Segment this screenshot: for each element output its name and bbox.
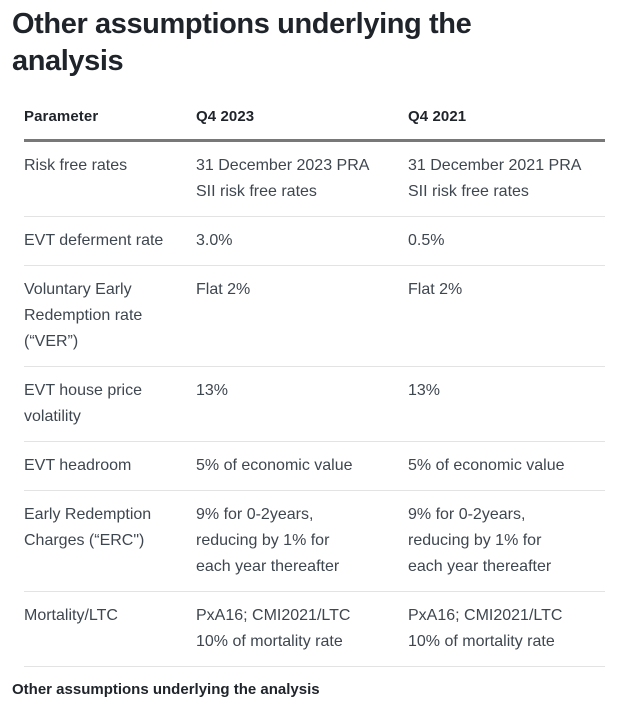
q4-2021-cell: 5% of economic value [408,441,605,491]
q4-2021-cell: 13% [408,366,605,442]
q4-2023-cell: 9% for 0-2years, reducing by 1% for each… [196,490,408,592]
table-row-evt-deferment-rate: EVT deferment rate 3.0% 0.5% [24,216,605,266]
q4-2023-cell: 13% [196,366,408,442]
page-title: Other assumptions underlying the analysi… [12,8,472,77]
q4-2023-cell: 31 December 2023 PRA SII risk free rates [196,140,408,217]
q4-2023-cell: Flat 2% [196,265,408,367]
table-row-early-redemption-charges: Early Redemption Charges (“ERC") 9% for … [24,490,605,592]
column-header-q4-2021: Q4 2021 [408,92,605,142]
table-row-mortality-ltc: Mortality/LTC PxA16; CMI2021/LTC 10% of … [24,591,605,667]
q4-2023-cell: 5% of economic value [196,441,408,491]
table-row-voluntary-early-redemption: Voluntary Early Redemption rate (“VER”) … [24,265,605,367]
parameter-cell: Voluntary Early Redemption rate (“VER”) [24,265,196,367]
q4-2023-cell: PxA16; CMI2021/LTC 10% of mortality rate [196,591,408,667]
q4-2021-cell: PxA16; CMI2021/LTC 10% of mortality rate [408,591,605,667]
parameter-cell: EVT house price volatility [24,366,196,442]
table-row-evt-headroom: EVT headroom 5% of economic value 5% of … [24,441,605,491]
parameter-cell: Early Redemption Charges (“ERC") [24,490,196,592]
parameter-cell: Mortality/LTC [24,591,196,667]
parameter-cell: EVT deferment rate [24,216,196,266]
parameter-cell: Risk free rates [24,140,196,217]
assumptions-table: Parameter Q4 2023 Q4 2021 Risk free rate… [24,92,605,667]
column-header-parameter: Parameter [24,92,196,142]
table-caption: Other assumptions underlying the analysi… [12,681,320,698]
table-header-row: Parameter Q4 2023 Q4 2021 [24,92,605,142]
q4-2021-cell: 31 December 2021 PRA SII risk free rates [408,140,605,217]
q4-2023-cell: 3.0% [196,216,408,266]
column-header-q4-2023: Q4 2023 [196,92,408,142]
table-row-evt-house-price-volatility: EVT house price volatility 13% 13% [24,366,605,442]
q4-2021-cell: 9% for 0-2years, reducing by 1% for each… [408,490,605,592]
table-row-risk-free-rates: Risk free rates 31 December 2023 PRA SII… [24,140,605,217]
parameter-cell: EVT headroom [24,441,196,491]
q4-2021-cell: Flat 2% [408,265,605,367]
q4-2021-cell: 0.5% [408,216,605,266]
